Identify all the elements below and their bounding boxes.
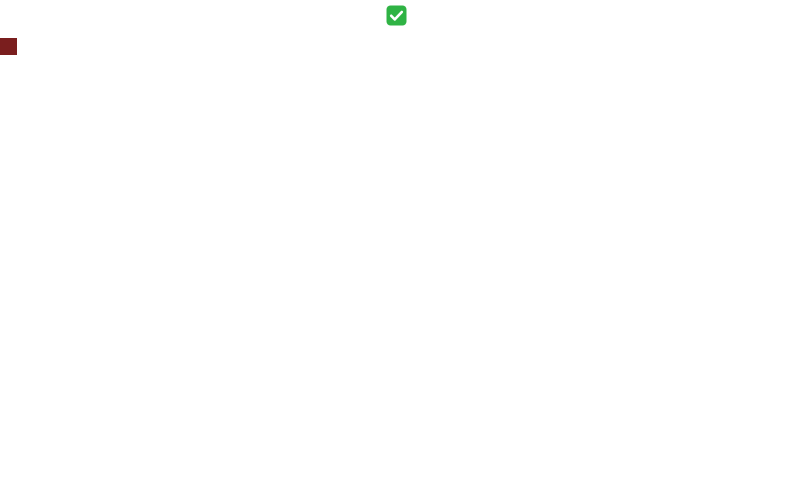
chart-header: [0, 2, 800, 29]
corner-marker: [0, 38, 17, 55]
title-row: [386, 2, 414, 28]
checked-checkbox-icon: [386, 5, 407, 26]
